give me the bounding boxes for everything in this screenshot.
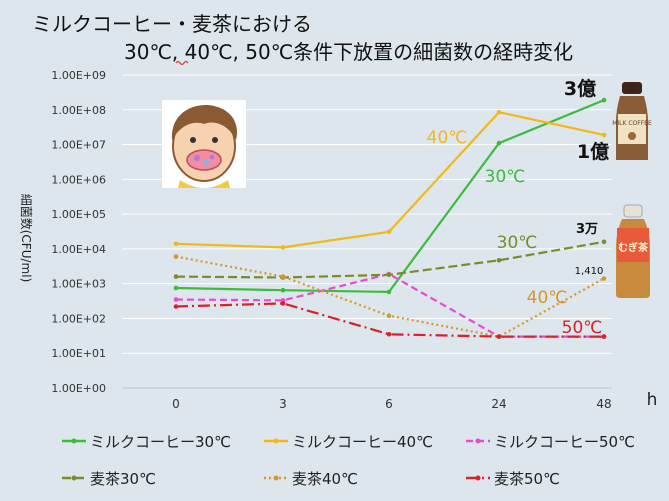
legend-item: ミルクコーヒー30℃ <box>62 433 231 451</box>
y-axis-label: 細菌数(CFU/ml) <box>19 194 34 283</box>
y-tick-label: 1.00E+01 <box>51 347 106 360</box>
data-point <box>496 109 502 115</box>
data-point <box>280 274 286 279</box>
title-underline-mark <box>175 60 189 66</box>
y-tick-label: 1.00E+03 <box>51 278 106 291</box>
series-3 <box>173 239 607 280</box>
legend-marker <box>273 438 279 444</box>
data-point <box>601 276 607 281</box>
data-point <box>386 289 392 295</box>
data-point <box>173 274 179 279</box>
data-point <box>386 272 392 278</box>
annotations: 40℃ 30℃ 30℃ 40℃ 50℃ 3億 1億 3万 1,410 <box>427 77 609 338</box>
x-tick-label: 0 <box>172 397 180 411</box>
legend-item: ミルクコーヒー50℃ <box>466 433 635 451</box>
title-line-2: 30℃, 40℃, 50℃条件下放置の細菌数の経時変化 <box>124 40 573 64</box>
coffee-bottle-illustration: MILK COFFEE <box>612 82 652 160</box>
tea-bottle-label: むぎ茶 <box>618 241 649 254</box>
legend-label: ミルクコーヒー40℃ <box>292 433 433 451</box>
annotation-label: 40℃ <box>527 288 568 308</box>
data-point <box>173 254 179 259</box>
legend-label: 麦茶30℃ <box>90 470 156 488</box>
annotation-label: 40℃ <box>427 128 468 148</box>
data-point <box>496 140 502 146</box>
legend-item: ミルクコーヒー40℃ <box>264 433 433 451</box>
annotation-label: 3万 <box>576 222 598 237</box>
data-point <box>280 287 286 293</box>
legend-marker <box>273 475 279 481</box>
data-point <box>280 245 286 250</box>
data-point <box>386 332 392 337</box>
legend-label: ミルクコーヒー50℃ <box>494 433 635 451</box>
series-0 <box>173 97 607 295</box>
y-axis-ticks: 1.00E+00 1.00E+01 1.00E+02 1.00E+03 1.00E+04… <box>51 69 106 395</box>
legend-marker <box>71 438 77 444</box>
legend-label: ミルクコーヒー30℃ <box>90 433 231 451</box>
data-point <box>173 241 179 247</box>
data-point <box>280 301 286 306</box>
data-point <box>601 239 607 245</box>
data-point <box>601 132 607 138</box>
annotation-label: 30℃ <box>497 233 538 253</box>
series-1 <box>173 109 607 250</box>
series-5 <box>173 301 607 339</box>
data-point <box>496 334 502 339</box>
series-line <box>175 302 604 338</box>
y-tick-label: 1.00E+09 <box>51 69 106 82</box>
coffee-bottle-label: MILK COFFEE <box>612 120 652 127</box>
legend-item: 麦茶40℃ <box>264 470 358 488</box>
y-tick-label: 1.00E+05 <box>51 208 106 221</box>
grid <box>122 74 612 389</box>
legend-marker <box>475 438 481 444</box>
data-point <box>496 258 502 263</box>
title-line-1: ミルクコーヒー・麦茶における <box>32 12 312 36</box>
data-point <box>601 334 607 339</box>
annotation-label: 1,410 <box>575 266 604 277</box>
data-point <box>173 304 179 309</box>
legend-marker <box>475 475 481 481</box>
y-tick-label: 1.00E+07 <box>51 139 106 152</box>
legend: ミルクコーヒー30℃ ミルクコーヒー40℃ ミルクコーヒー50℃ 麦茶30℃ 麦茶40℃… <box>62 433 635 488</box>
data-point <box>386 229 392 235</box>
data-point <box>173 297 179 302</box>
y-tick-label: 1.00E+04 <box>51 243 106 256</box>
data-point <box>386 313 392 319</box>
y-tick-label: 1.00E+02 <box>51 312 106 325</box>
data-point <box>173 285 179 291</box>
y-tick-label: 1.00E+08 <box>51 104 106 117</box>
x-tick-label: 48 <box>596 397 611 411</box>
x-axis-ticks: 0 3 6 24 48 <box>172 397 611 411</box>
annotation-label: 50℃ <box>562 318 603 338</box>
annotation-label: 1億 <box>577 140 609 163</box>
legend-label: 麦茶40℃ <box>292 470 358 488</box>
legend-marker <box>71 475 77 481</box>
child-illustration <box>162 100 246 188</box>
x-tick-label: 24 <box>491 397 506 411</box>
x-axis-unit: h <box>647 390 658 410</box>
annotation-label: 30℃ <box>485 167 526 187</box>
y-tick-label: 1.00E+00 <box>51 382 106 395</box>
series-group <box>173 97 607 339</box>
data-point <box>601 97 607 103</box>
chart-title: ミルクコーヒー・麦茶における 30℃, 40℃, 50℃条件下放置の細菌数の経時… <box>32 12 573 66</box>
legend-item: 麦茶50℃ <box>466 470 560 488</box>
y-tick-label: 1.00E+06 <box>51 173 106 186</box>
x-tick-label: 6 <box>385 397 393 411</box>
tea-bottle-illustration: むぎ茶 <box>616 204 650 298</box>
legend-item: 麦茶30℃ <box>62 470 156 488</box>
legend-label: 麦茶50℃ <box>494 470 560 488</box>
x-tick-label: 3 <box>279 397 287 411</box>
annotation-label: 3億 <box>564 77 596 100</box>
